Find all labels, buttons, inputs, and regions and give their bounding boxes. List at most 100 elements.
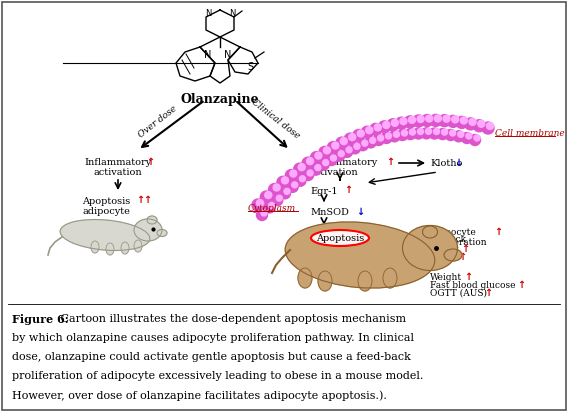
Circle shape <box>298 164 305 171</box>
Circle shape <box>362 140 368 146</box>
Ellipse shape <box>134 240 142 252</box>
Text: Cartoon illustrates the dose-dependent apoptosis mechanism: Cartoon illustrates the dose-dependent a… <box>57 314 406 324</box>
Circle shape <box>277 176 289 188</box>
Text: Adipocyte
proliferation: Adipocyte proliferation <box>430 228 487 247</box>
Circle shape <box>341 146 353 157</box>
Ellipse shape <box>60 220 150 250</box>
Circle shape <box>417 115 424 122</box>
Circle shape <box>284 188 290 194</box>
Circle shape <box>374 124 381 131</box>
Circle shape <box>408 116 416 123</box>
Circle shape <box>413 128 424 139</box>
Circle shape <box>460 117 467 124</box>
Ellipse shape <box>91 241 99 253</box>
Circle shape <box>365 137 376 148</box>
Circle shape <box>295 175 306 186</box>
Circle shape <box>443 115 450 122</box>
Circle shape <box>292 182 298 188</box>
Text: proliferation of adipocyte excessively leading to obese in a mouse model.: proliferation of adipocyte excessively l… <box>12 371 423 381</box>
Ellipse shape <box>147 216 157 224</box>
Text: ↑: ↑ <box>494 227 502 237</box>
Circle shape <box>261 210 267 216</box>
Circle shape <box>257 199 264 206</box>
Circle shape <box>417 129 423 135</box>
Circle shape <box>299 176 306 182</box>
Text: dose, olanzapine could activate gentle apoptosis but cause a feed-back: dose, olanzapine could activate gentle a… <box>12 352 411 362</box>
Text: Apoptosis
adipocyte: Apoptosis adipocyte <box>82 197 130 216</box>
Circle shape <box>302 157 314 169</box>
Circle shape <box>349 143 361 154</box>
Circle shape <box>400 118 407 125</box>
Circle shape <box>421 128 432 139</box>
Circle shape <box>473 120 485 132</box>
Circle shape <box>332 142 339 149</box>
Circle shape <box>435 115 441 122</box>
Circle shape <box>469 118 476 125</box>
Ellipse shape <box>121 242 129 254</box>
Ellipse shape <box>311 230 369 246</box>
Text: Cytoplasm: Cytoplasm <box>248 204 296 213</box>
Circle shape <box>282 177 289 184</box>
Circle shape <box>311 152 323 164</box>
Text: Figure 6:: Figure 6: <box>12 314 69 325</box>
Circle shape <box>474 135 480 141</box>
Circle shape <box>453 131 464 142</box>
Text: OGTT (AUS): OGTT (AUS) <box>430 289 487 298</box>
Circle shape <box>326 154 337 166</box>
Circle shape <box>461 133 473 143</box>
Circle shape <box>349 133 356 140</box>
Text: Egr-1: Egr-1 <box>310 187 337 196</box>
Circle shape <box>285 170 297 182</box>
Text: MnSOD: MnSOD <box>310 208 349 217</box>
Circle shape <box>276 195 282 201</box>
Text: P-Akt: P-Akt <box>430 253 454 262</box>
Circle shape <box>327 142 339 154</box>
Circle shape <box>357 130 364 137</box>
Circle shape <box>336 137 348 149</box>
Circle shape <box>395 117 407 129</box>
Circle shape <box>458 131 463 137</box>
Circle shape <box>346 147 352 153</box>
Text: Cell membrane: Cell membrane <box>495 129 565 138</box>
Circle shape <box>334 150 345 161</box>
Circle shape <box>466 133 472 139</box>
Circle shape <box>323 147 331 154</box>
Text: N: N <box>204 50 212 60</box>
Text: ↓: ↓ <box>454 158 462 168</box>
Circle shape <box>370 123 382 136</box>
Circle shape <box>272 195 283 206</box>
Circle shape <box>331 155 336 161</box>
Text: ↑: ↑ <box>517 280 525 290</box>
Text: Olanzapine: Olanzapine <box>181 93 260 106</box>
Circle shape <box>426 115 433 122</box>
Circle shape <box>273 184 280 191</box>
Circle shape <box>310 164 321 175</box>
Circle shape <box>421 115 433 126</box>
Circle shape <box>315 165 321 171</box>
Circle shape <box>290 170 297 177</box>
Circle shape <box>287 181 298 192</box>
Text: ↑: ↑ <box>458 252 466 262</box>
Circle shape <box>303 169 314 180</box>
Circle shape <box>252 199 264 211</box>
Circle shape <box>307 158 314 165</box>
Circle shape <box>430 115 442 126</box>
Text: ↑: ↑ <box>386 157 394 167</box>
Circle shape <box>357 140 368 151</box>
Circle shape <box>315 152 322 159</box>
Text: ↑: ↑ <box>146 157 154 167</box>
Text: Clinical dose: Clinical dose <box>250 98 302 140</box>
Text: N: N <box>205 9 211 17</box>
Ellipse shape <box>444 249 462 261</box>
Circle shape <box>412 115 425 127</box>
Circle shape <box>265 192 272 199</box>
Circle shape <box>433 129 440 135</box>
Circle shape <box>447 115 459 127</box>
Circle shape <box>344 133 356 145</box>
Text: ↑: ↑ <box>143 195 151 205</box>
Circle shape <box>323 159 329 166</box>
Ellipse shape <box>134 219 162 241</box>
Circle shape <box>456 117 468 129</box>
Circle shape <box>391 119 398 126</box>
Circle shape <box>366 127 373 134</box>
